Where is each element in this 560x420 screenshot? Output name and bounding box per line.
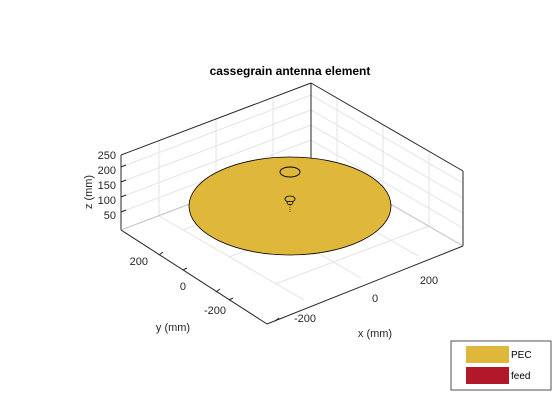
legend-label-pec: PEC: [511, 350, 532, 361]
y-tick-label: -200: [204, 305, 226, 317]
y-tick-label: 0: [180, 281, 186, 293]
legend-label-feed: feed: [511, 371, 530, 382]
tick-marks: [120, 164, 280, 322]
feed-horn-throat: [286, 201, 294, 205]
x-axis-label: x (mm): [358, 328, 392, 340]
reflector: [188, 156, 392, 256]
y-tick-label: 200: [130, 256, 148, 268]
z-tick-label: 50: [104, 210, 116, 222]
x-tick-label: 0: [372, 293, 378, 305]
z-tick-labels: 250 200 150 100 50: [98, 150, 116, 222]
x-tick-label: -200: [294, 313, 316, 325]
z-tick-label: 200: [98, 165, 116, 177]
axes-box: [120, 82, 464, 325]
z-axis-label: z (mm): [83, 175, 95, 209]
z-tick-label: 250: [98, 150, 116, 162]
z-tick-label: 100: [98, 195, 116, 207]
legend: PEC feed: [450, 340, 552, 391]
y-axis-label: y (mm): [156, 322, 190, 334]
legend-swatch-pec: [466, 346, 509, 363]
subreflector: [279, 166, 301, 178]
z-tick-label: 150: [98, 180, 116, 192]
plot-title: cassegrain antenna element: [210, 64, 371, 78]
y-tick-labels: 200 0 -200: [130, 256, 226, 317]
legend-swatch-feed: [466, 367, 509, 384]
x-tick-label: 200: [420, 275, 438, 287]
x-tick-labels: -200 0 200: [294, 275, 438, 325]
